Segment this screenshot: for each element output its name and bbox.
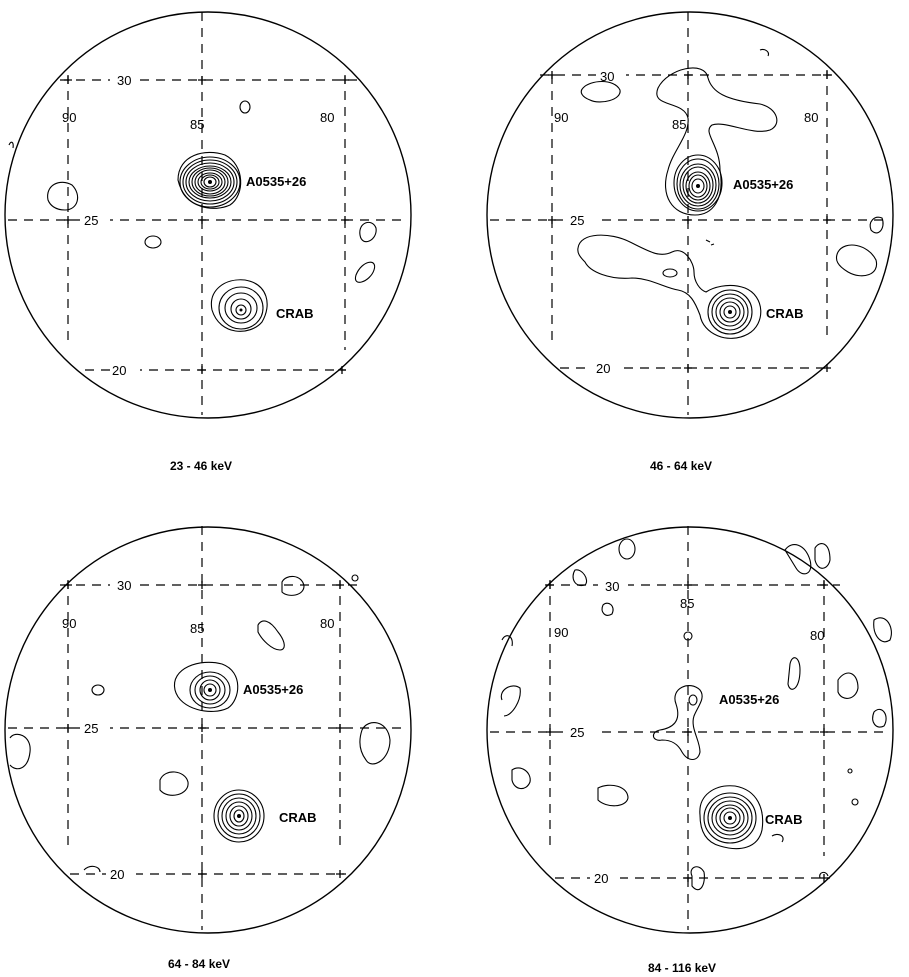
a0535-contours <box>656 67 778 216</box>
energy-band-caption: 84 - 116 keV <box>648 961 716 975</box>
noise-contours <box>580 48 884 278</box>
dec-label-20: 20 <box>594 871 608 886</box>
grid-crosses <box>546 581 828 882</box>
ra-label-85: 85 <box>680 596 694 611</box>
ra-label-90: 90 <box>62 616 76 631</box>
ra-label-80: 80 <box>320 110 334 125</box>
ra-label-80: 80 <box>810 628 824 643</box>
coordinate-grid <box>8 12 405 415</box>
source-label-crab: CRAB <box>766 306 804 321</box>
energy-band-caption: 46 - 64 keV <box>650 459 712 473</box>
ra-label-90: 90 <box>554 625 568 640</box>
crab-contours <box>213 789 265 843</box>
energy-band-caption: 23 - 46 keV <box>170 459 232 473</box>
noise-contours <box>8 100 377 283</box>
ra-label-80: 80 <box>804 110 818 125</box>
grid-crosses <box>64 76 349 374</box>
a0535-contours <box>652 685 703 761</box>
dec-label-30: 30 <box>117 73 131 88</box>
dec-label-25: 25 <box>570 725 584 740</box>
dec-label-25: 25 <box>84 721 98 736</box>
crab-contours <box>577 234 762 339</box>
dec-label-25: 25 <box>84 213 98 228</box>
a0535-contours <box>174 661 239 712</box>
field-of-view-circle <box>4 526 412 934</box>
dec-label-30: 30 <box>600 69 614 84</box>
source-label-a0535: A0535+26 <box>243 682 303 697</box>
ra-label-80: 80 <box>320 616 334 631</box>
a0535-contours <box>177 151 242 209</box>
source-label-a0535: A0535+26 <box>246 174 306 189</box>
ra-label-85: 85 <box>672 117 686 132</box>
ra-label-85: 85 <box>190 117 204 132</box>
energy-band-caption: 64 - 84 keV <box>168 957 230 971</box>
dec-label-30: 30 <box>605 579 619 594</box>
field-of-view-circle <box>4 11 412 419</box>
field-of-view-circle <box>486 11 894 419</box>
source-label-crab: CRAB <box>276 306 314 321</box>
source-label-a0535: A0535+26 <box>719 692 779 707</box>
field-of-view-circle <box>486 526 894 934</box>
noise-contours <box>9 574 391 873</box>
panel-1: 30 25 20 90 85 80 <box>4 11 412 473</box>
ra-label-90: 90 <box>554 110 568 125</box>
panel-2: 30 25 20 90 85 80 <box>486 11 894 473</box>
ra-label-85: 85 <box>190 621 204 636</box>
ra-label-90: 90 <box>62 110 76 125</box>
panel-3: 30 25 20 90 85 80 <box>4 526 412 971</box>
source-label-crab: CRAB <box>279 810 317 825</box>
dec-label-20: 20 <box>110 867 124 882</box>
crab-contours <box>699 785 764 850</box>
source-label-a0535: A0535+26 <box>733 177 793 192</box>
coordinate-grid <box>490 12 890 415</box>
crab-contours <box>210 279 268 332</box>
panel-4: 30 25 20 90 85 80 <box>486 526 894 975</box>
dec-label-20: 20 <box>596 361 610 376</box>
source-label-crab: CRAB <box>765 812 803 827</box>
grid-crosses <box>64 581 344 878</box>
dec-label-25: 25 <box>570 213 584 228</box>
dec-label-30: 30 <box>117 578 131 593</box>
noise-contours <box>500 538 892 891</box>
grid-crosses <box>548 71 831 372</box>
dec-label-20: 20 <box>112 363 126 378</box>
